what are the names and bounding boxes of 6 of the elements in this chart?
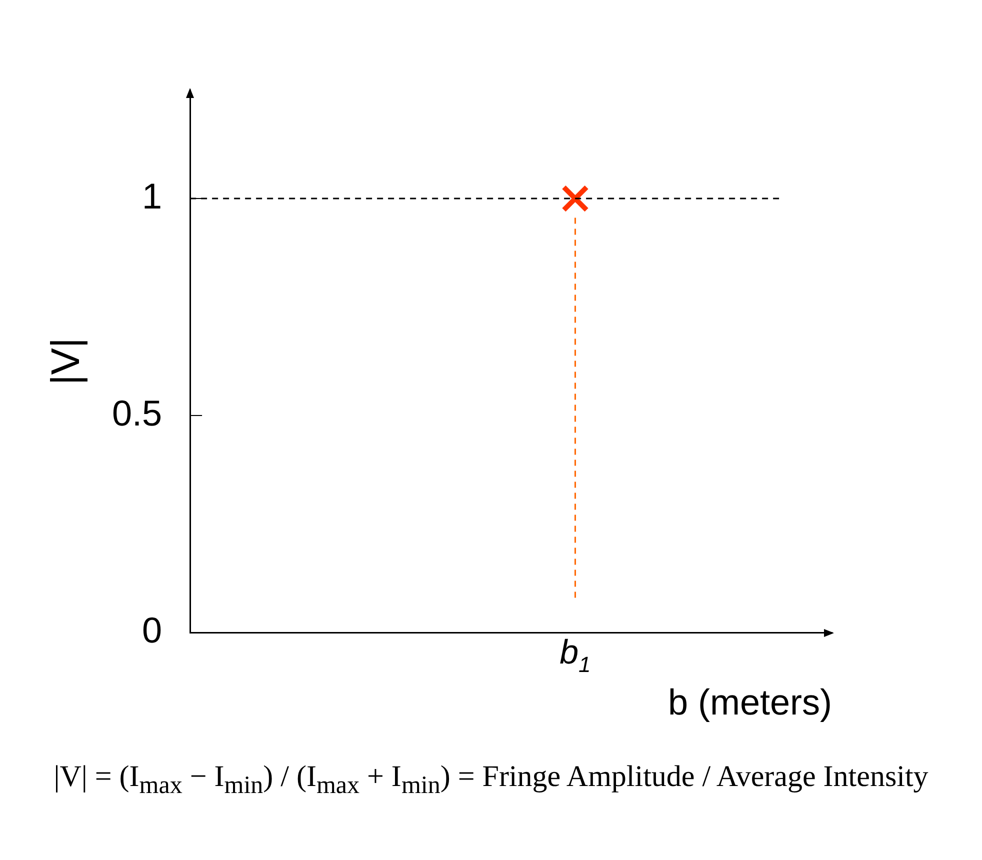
x-axis-title: b (meters) bbox=[668, 681, 832, 722]
y-tick-label: 0 bbox=[142, 610, 162, 651]
text: |V| = (I$_{max}$ − I$_{min}$) / (I$_{max}$ + I$_{min}$) = Fringe Amplitude / Average Intensity bbox=[54, 760, 928, 799]
y-tick-label: 1 bbox=[142, 175, 162, 216]
y-axis-title: |V| bbox=[44, 338, 88, 386]
y-tick-label: 0.5 bbox=[112, 392, 162, 434]
